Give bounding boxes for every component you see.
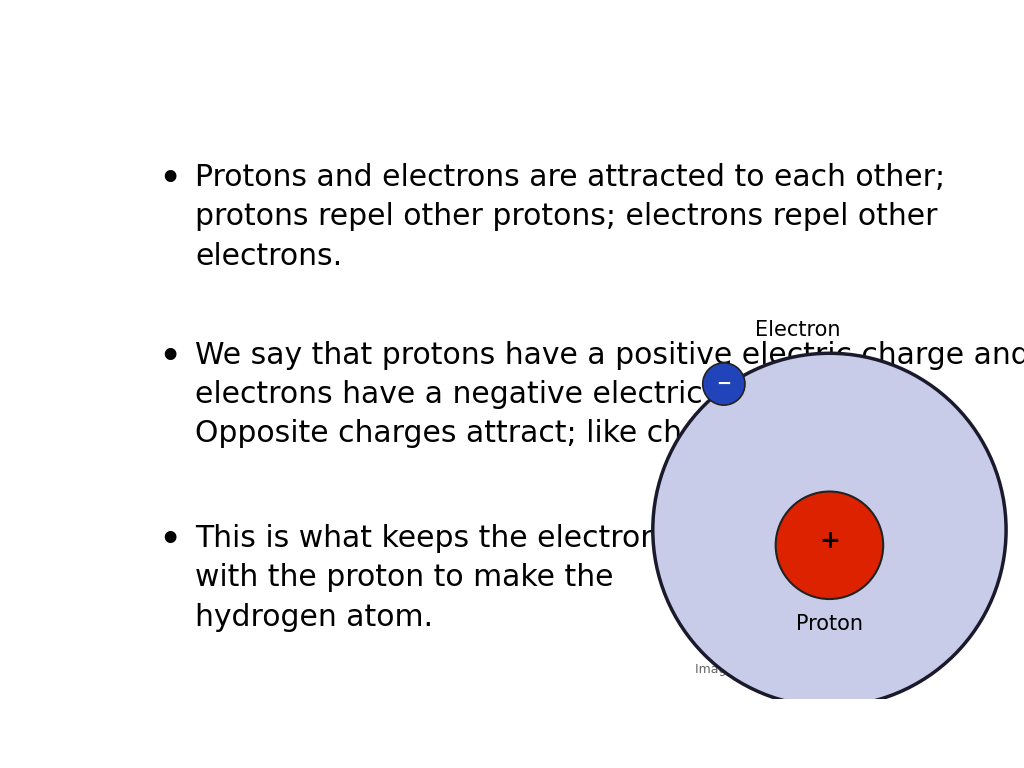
Circle shape (653, 353, 1006, 707)
Circle shape (702, 363, 745, 406)
Text: This is what keeps the electron
with the proton to make the
hydrogen atom.: This is what keeps the electron with the… (196, 524, 659, 631)
Text: −: − (716, 375, 731, 393)
Text: +: + (819, 529, 840, 554)
Circle shape (776, 492, 883, 599)
Text: •: • (160, 163, 181, 196)
Text: Electron: Electron (755, 319, 840, 339)
Text: •: • (160, 524, 181, 557)
Text: We say that protons have a positive electric charge and
electrons have a negativ: We say that protons have a positive elec… (196, 340, 1024, 449)
Text: •: • (160, 340, 181, 373)
Text: Image: commons.Wikimedia.org: Image: commons.Wikimedia.org (695, 664, 898, 677)
Text: Proton: Proton (796, 614, 863, 634)
Text: Protons and electrons are attracted to each other;
protons repel other protons; : Protons and electrons are attracted to e… (196, 163, 945, 271)
